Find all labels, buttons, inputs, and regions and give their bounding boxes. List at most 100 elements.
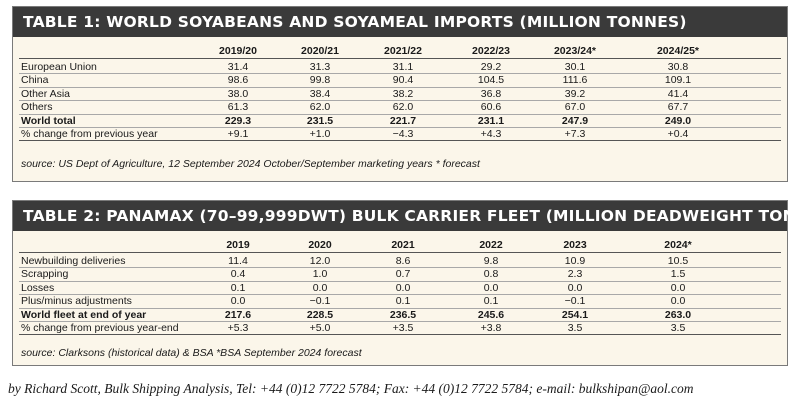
cell-value: +9.1 xyxy=(227,128,249,140)
cell-value: +1.0 xyxy=(309,128,331,140)
column-header: 2020 xyxy=(308,239,332,251)
cell-value: 12.0 xyxy=(309,255,331,267)
cell-value: +5.0 xyxy=(309,322,331,334)
cell-value: 38.0 xyxy=(227,87,249,100)
cell-value: 229.3 xyxy=(224,114,252,127)
cell-value: 39.2 xyxy=(564,87,586,100)
cell-value: 231.1 xyxy=(477,114,505,127)
cell-value: 11.4 xyxy=(228,255,248,267)
row-label: % change from previous year-end xyxy=(21,322,179,334)
column-header: 2019/20 xyxy=(219,45,257,57)
divider xyxy=(19,294,781,296)
cell-value: 30.8 xyxy=(667,61,689,73)
cell-value: 41.4 xyxy=(667,87,689,100)
cell-value: +3.5 xyxy=(392,322,414,334)
cell-value: 0.0 xyxy=(230,295,246,308)
row-label: Plus/minus adjustments xyxy=(21,295,132,308)
table-row: Plus/minus adjustments 0.0 −0.1 0.1 0.1 −0.1 0… xyxy=(13,295,787,308)
cell-value: 36.8 xyxy=(480,87,502,100)
column-header: 2019 xyxy=(226,239,250,251)
cell-value: 67.7 xyxy=(667,101,689,114)
divider xyxy=(19,86,781,88)
cell-value: +7.3 xyxy=(564,128,586,140)
cell-value: 10.9 xyxy=(564,255,586,267)
cell-value: 0.0 xyxy=(395,281,411,294)
table-1: TABLE 1: WORLD SOYABEANS AND SOYAMEAL IM… xyxy=(12,6,788,182)
cell-value: 10.5 xyxy=(667,255,689,267)
cell-value: +0.4 xyxy=(667,128,689,140)
divider xyxy=(19,267,781,269)
row-label: Other Asia xyxy=(21,87,71,100)
divider xyxy=(19,127,781,128)
cell-value: −0.1 xyxy=(564,295,586,308)
column-header: 2021/22 xyxy=(384,45,422,57)
cell-value: 2.3 xyxy=(567,268,583,281)
cell-value: 109.1 xyxy=(664,74,692,87)
table-row: World fleet at end of year 217.6 228.5 236.… xyxy=(13,309,787,322)
row-label: World fleet at end of year xyxy=(21,308,147,321)
column-header: 2023/24* xyxy=(553,45,597,57)
cell-value: 60.6 xyxy=(480,101,502,114)
cell-value: 30.1 xyxy=(564,61,586,73)
cell-value: 0.0 xyxy=(483,281,499,294)
cell-value: 0.8 xyxy=(483,268,499,281)
column-header: 2022/23 xyxy=(472,45,510,57)
table-1-title: TABLE 1: WORLD SOYABEANS AND SOYAMEAL IM… xyxy=(13,7,787,37)
cell-value: 245.6 xyxy=(477,308,505,321)
column-header: 2020/21 xyxy=(301,45,339,57)
cell-value: 0.7 xyxy=(395,268,411,281)
cell-value: 249.0 xyxy=(664,114,692,127)
cell-value: 62.0 xyxy=(392,101,414,114)
column-header: 2024/25* xyxy=(656,45,700,57)
divider xyxy=(19,280,781,282)
cell-value: 254.1 xyxy=(561,308,589,321)
cell-value: 231.5 xyxy=(306,114,334,127)
cell-value: 1.5 xyxy=(670,268,686,281)
cell-value: 3.5 xyxy=(567,322,583,334)
cell-value: 0.0 xyxy=(312,281,328,294)
cell-value: 31.3 xyxy=(309,61,331,73)
cell-value: 0.0 xyxy=(567,281,583,294)
table-row: Losses 0.1 0.0 0.0 0.0 0.0 0.0 xyxy=(13,282,787,295)
cell-value: 8.6 xyxy=(395,255,411,267)
table-row: Newbuilding deliveries 11.4 12.0 8.6 9.8 10.9… xyxy=(13,255,787,268)
cell-value: 0.1 xyxy=(230,281,246,294)
table-row: Other Asia 38.0 38.4 38.2 36.8 39.2 41.4 xyxy=(13,88,787,101)
row-label: World total xyxy=(21,114,76,127)
cell-value: 1.0 xyxy=(312,268,328,281)
row-label: % change from previous year xyxy=(21,128,158,140)
column-header: 2024* xyxy=(664,239,692,251)
divider xyxy=(19,73,781,75)
cell-value: 228.5 xyxy=(306,308,334,321)
cell-value: 90.4 xyxy=(392,74,414,87)
table-2: TABLE 2: PANAMAX (70–99,999DWT) BULK CAR… xyxy=(12,200,800,366)
cell-value: 0.1 xyxy=(483,295,499,308)
cell-value: 31.1 xyxy=(392,61,414,73)
cell-value: 3.5 xyxy=(670,322,686,334)
cell-value: 61.3 xyxy=(227,101,249,114)
cell-value: 0.0 xyxy=(670,295,686,308)
row-label: China xyxy=(21,74,49,87)
cell-value: 111.6 xyxy=(562,74,588,87)
row-label: Newbuilding deliveries xyxy=(21,255,126,267)
table-row: World total 229.3 231.5 221.7 231.1 247.9 249.… xyxy=(13,115,787,128)
divider xyxy=(19,100,781,102)
table-row: % change from previous year-end +5.3 +5.0 +… xyxy=(13,322,787,335)
cell-value: −4.3 xyxy=(392,128,414,140)
divider xyxy=(19,113,781,115)
author-contact-footer: by Richard Scott, Bulk Shipping Analysis… xyxy=(8,381,694,396)
cell-value: 38.4 xyxy=(309,87,331,100)
column-header: 2023 xyxy=(563,239,587,251)
cell-value: 31.4 xyxy=(227,61,249,73)
cell-value: 98.6 xyxy=(227,74,249,87)
cell-value: 9.8 xyxy=(483,255,499,267)
cell-value: −0.1 xyxy=(309,295,331,308)
source-note: source: US Dept of Agriculture, 12 Septe… xyxy=(21,158,480,170)
cell-value: 217.6 xyxy=(224,308,252,321)
cell-value: 0.0 xyxy=(670,281,686,294)
cell-value: 221.7 xyxy=(389,114,417,127)
cell-value: +3.8 xyxy=(480,322,502,334)
row-label: European Union xyxy=(21,61,97,73)
divider xyxy=(19,307,781,309)
divider xyxy=(19,140,781,142)
